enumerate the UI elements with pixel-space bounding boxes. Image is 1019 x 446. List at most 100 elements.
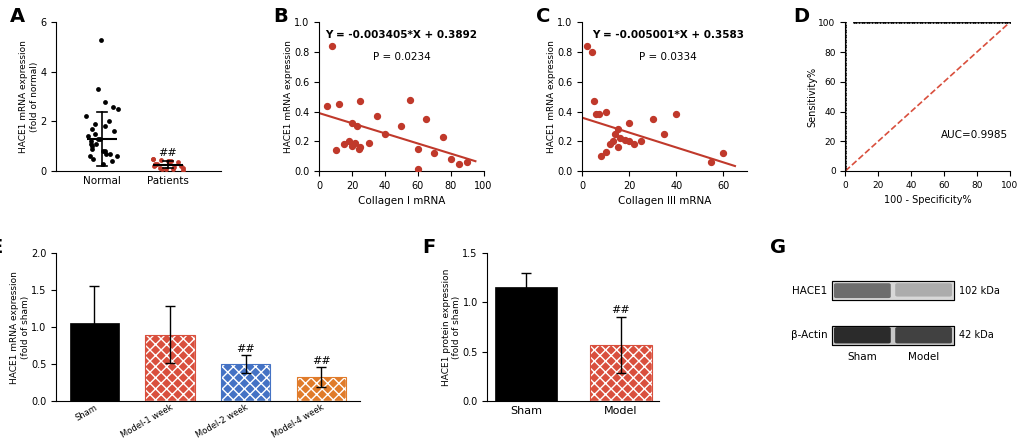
Point [163, 157, 179, 165]
Point [837, 162, 853, 169]
Text: β-Actin: β-Actin [790, 330, 826, 340]
Point [170, 159, 186, 166]
Point [597, 108, 613, 115]
Point [165, 166, 181, 173]
Y-axis label: HACE1 mRNA expression
(fold of sham): HACE1 mRNA expression (fold of sham) [10, 271, 30, 384]
Point [971, 19, 987, 26]
Point [97, 123, 113, 130]
FancyBboxPatch shape [834, 327, 890, 343]
Text: Model: Model [907, 352, 938, 362]
Point [90, 135, 106, 142]
Text: ##: ## [158, 148, 177, 158]
Point [837, 130, 853, 137]
Point [837, 94, 853, 101]
Point [368, 112, 384, 120]
Point [601, 140, 618, 148]
Point [837, 21, 853, 29]
Point [145, 155, 161, 162]
Point [667, 111, 684, 118]
Point [97, 148, 113, 155]
Point [974, 19, 990, 26]
X-axis label: 100 - Specificity%: 100 - Specificity% [882, 195, 970, 205]
Point [92, 135, 108, 142]
Point [837, 127, 853, 134]
Point [837, 109, 853, 116]
Point [87, 120, 103, 128]
Point [837, 77, 853, 84]
Point [703, 158, 719, 165]
Point [615, 136, 632, 143]
Point [953, 19, 969, 26]
Point [837, 160, 853, 167]
Point [608, 126, 625, 133]
Point [418, 116, 434, 123]
Point [147, 160, 163, 167]
Point [837, 57, 853, 64]
Point [964, 19, 980, 26]
Point [895, 19, 911, 26]
Point [987, 19, 1004, 26]
Point [934, 19, 951, 26]
Text: 42 kDa: 42 kDa [958, 330, 993, 340]
Point [626, 140, 642, 148]
Point [958, 19, 974, 26]
Point [837, 66, 853, 74]
Point [101, 118, 117, 125]
Point [837, 112, 853, 119]
Point [887, 19, 903, 26]
Point [102, 150, 118, 157]
Point [969, 19, 985, 26]
Point [837, 51, 853, 58]
Point [837, 72, 853, 79]
Point [348, 123, 365, 130]
Text: B: B [273, 8, 287, 26]
Point [837, 142, 853, 149]
Point [943, 19, 959, 26]
Text: AUC=0.9985: AUC=0.9985 [940, 130, 1007, 140]
Point [160, 157, 176, 165]
Point [376, 130, 392, 137]
Point [837, 74, 853, 81]
Point [993, 19, 1009, 26]
Point [352, 98, 368, 105]
Point [106, 128, 122, 135]
Point [908, 19, 924, 26]
Point [88, 140, 104, 147]
Bar [830, 281, 953, 300]
Text: E: E [0, 238, 3, 257]
Point [95, 148, 111, 155]
Point [319, 102, 335, 109]
Point [340, 138, 357, 145]
Text: ##: ## [236, 344, 255, 354]
Point [159, 157, 175, 165]
Text: Sham: Sham [847, 352, 876, 362]
Point [147, 161, 163, 168]
Point [837, 69, 853, 76]
Point [837, 150, 853, 157]
Point [84, 145, 100, 152]
Point [95, 160, 111, 167]
Point [837, 82, 853, 89]
Point [158, 165, 174, 173]
Point [608, 144, 625, 151]
Point [900, 19, 916, 26]
Point [327, 147, 343, 154]
Point [146, 162, 162, 169]
Point [853, 19, 869, 26]
Point [85, 155, 101, 162]
Point [837, 37, 853, 44]
Point [926, 19, 943, 26]
Point [153, 156, 169, 163]
Point [881, 19, 898, 26]
Point [945, 19, 961, 26]
Point [837, 24, 853, 31]
Point [837, 145, 853, 152]
Point [410, 145, 426, 152]
Point [84, 125, 100, 132]
Point [990, 19, 1007, 26]
Point [105, 103, 121, 110]
Bar [830, 326, 953, 345]
Point [982, 19, 999, 26]
Point [360, 139, 376, 146]
Bar [830, 281, 953, 300]
